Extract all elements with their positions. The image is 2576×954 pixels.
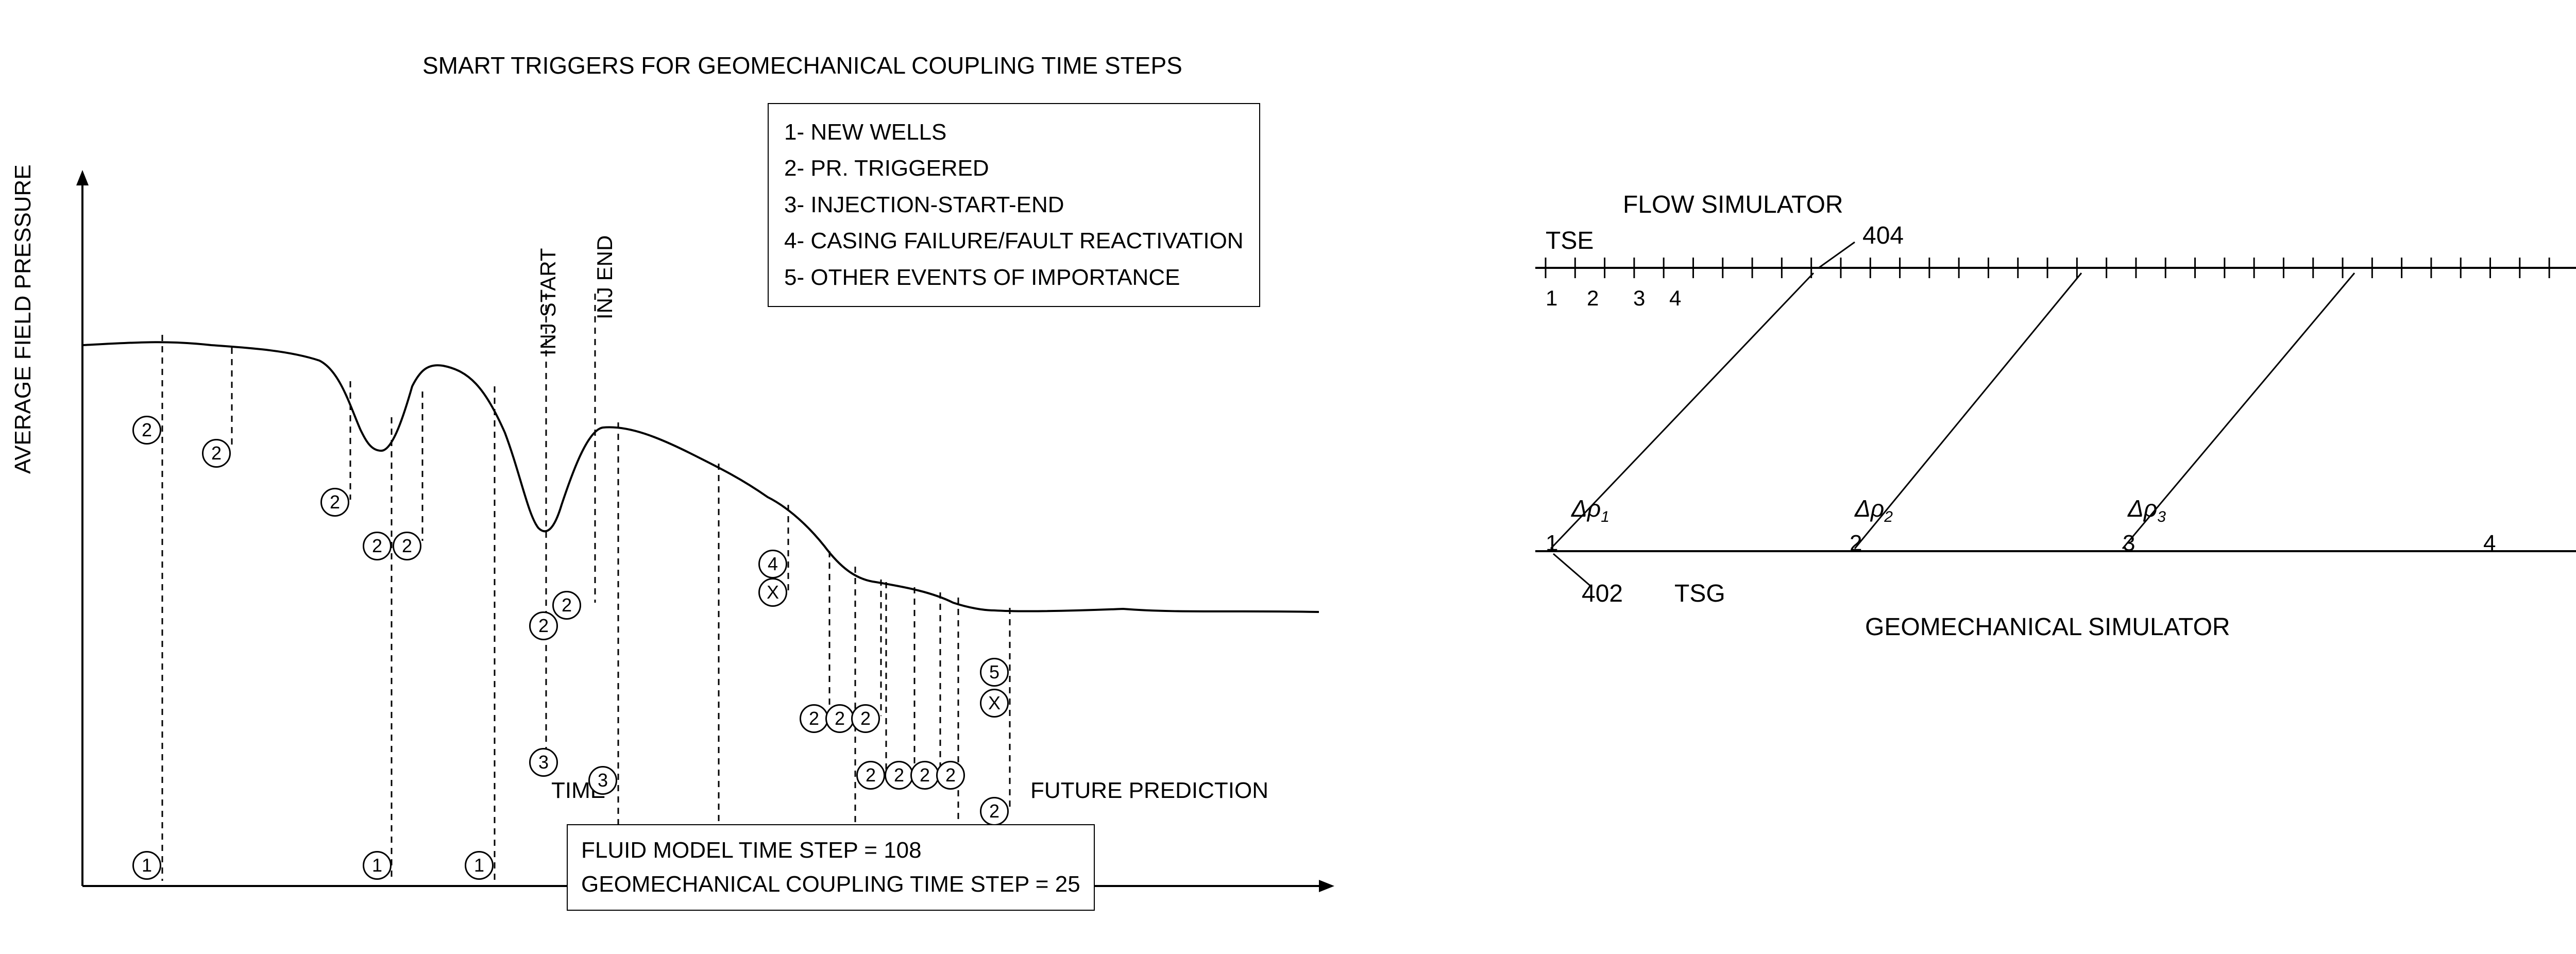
trigger-marker-1: 1 xyxy=(132,851,161,880)
geo-node-number: 2 xyxy=(1850,531,1862,556)
pressure-curve xyxy=(82,342,1319,612)
trigger-marker-2: 2 xyxy=(800,704,828,733)
flow-tick-number: 3 xyxy=(1633,286,1645,311)
geo-node-number: 1 xyxy=(1546,531,1558,556)
geo-simulator-label: GEOMECHANICAL SIMULATOR xyxy=(1865,613,2230,641)
trigger-marker-X: X xyxy=(980,689,1009,718)
trigger-marker-2: 2 xyxy=(132,416,161,445)
trigger-marker-3: 3 xyxy=(588,766,617,795)
flow-tick-number: 4 xyxy=(1669,286,1681,311)
page-container: SMART TRIGGERS FOR GEOMECHANICAL COUPLIN… xyxy=(10,10,2576,938)
trigger-marker-2: 2 xyxy=(980,797,1009,826)
trigger-marker-1: 1 xyxy=(465,851,494,880)
right-diagram-panel: FLOW SIMULATOR TSE 404 402 TSG GEOMECHAN… xyxy=(1504,191,2576,809)
x-axis-arrow-icon xyxy=(1319,880,1334,892)
geo-node-number: 3 xyxy=(2123,531,2135,556)
trigger-marker-1: 1 xyxy=(363,851,392,880)
chart-title: SMART TRIGGERS FOR GEOMECHANICAL COUPLIN… xyxy=(422,52,1182,79)
footer-box: FLUID MODEL TIME STEP = 108 GEOMECHANICA… xyxy=(567,824,1095,911)
trigger-marker-2: 2 xyxy=(910,761,939,790)
trigger-marker-2: 2 xyxy=(393,532,421,560)
flow-tick-number: 2 xyxy=(1587,286,1599,311)
ref-402-label: 402 xyxy=(1582,580,1623,608)
trigger-marker-2: 2 xyxy=(529,611,558,640)
trigger-marker-3: 3 xyxy=(529,748,558,777)
delta-rho-label-1: Δρ1 xyxy=(1571,495,1609,526)
trigger-dash-lines xyxy=(162,294,1010,881)
y-axis-arrow-icon xyxy=(76,170,89,185)
trigger-marker-2: 2 xyxy=(552,591,581,620)
trigger-marker-2: 2 xyxy=(885,761,913,790)
tsg-label: TSG xyxy=(1674,580,1725,608)
trigger-marker-2: 2 xyxy=(202,439,231,468)
trigger-marker-2: 2 xyxy=(825,704,854,733)
trigger-marker-2: 2 xyxy=(856,761,885,790)
trigger-marker-X: X xyxy=(758,578,787,607)
left-chart-panel: SMART TRIGGERS FOR GEOMECHANICAL COUPLIN… xyxy=(10,10,1350,938)
simulator-diagram-svg xyxy=(1504,191,2576,654)
flow-simulator-label: FLOW SIMULATOR xyxy=(1623,191,1843,219)
trigger-marker-4: 4 xyxy=(758,550,787,578)
geo-node-number: 4 xyxy=(2483,531,2496,556)
trigger-marker-2: 2 xyxy=(936,761,965,790)
ref-404-label: 404 xyxy=(1862,222,1904,250)
tse-label: TSE xyxy=(1546,227,1594,255)
delta-rho-label-2: Δρ2 xyxy=(1855,495,1893,526)
delta-rho-label-3: Δρ3 xyxy=(2128,495,2166,526)
footer-line-1: FLUID MODEL TIME STEP = 108 xyxy=(581,833,1080,867)
trigger-marker-2: 2 xyxy=(851,704,880,733)
pressure-chart-svg xyxy=(31,144,1350,917)
trigger-marker-5: 5 xyxy=(980,658,1009,687)
flow-tick-number: 1 xyxy=(1546,286,1557,311)
ref-404-leader xyxy=(1819,242,1855,268)
trigger-marker-2: 2 xyxy=(320,488,349,517)
footer-line-2: GEOMECHANICAL COUPLING TIME STEP = 25 xyxy=(581,867,1080,901)
trigger-marker-2: 2 xyxy=(363,532,392,560)
coupling-arrows xyxy=(1551,273,2354,549)
